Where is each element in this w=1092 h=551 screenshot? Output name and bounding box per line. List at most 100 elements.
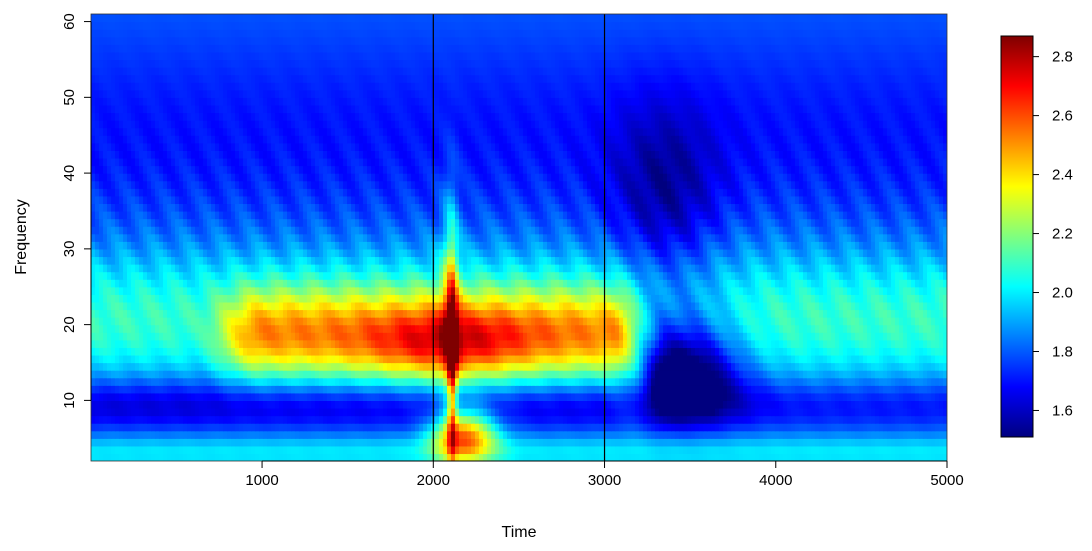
heatmap-cell <box>859 286 864 295</box>
heatmap-cell <box>251 423 256 432</box>
heatmap-cell <box>655 317 660 326</box>
heatmap-cell <box>943 339 947 348</box>
heatmap-cell <box>939 400 944 409</box>
heatmap-cell <box>111 445 116 455</box>
heatmap-cell <box>311 407 316 417</box>
heatmap-cell <box>587 377 592 386</box>
heatmap-cell <box>143 324 148 333</box>
heatmap-cell <box>247 423 252 432</box>
heatmap-cell <box>747 445 752 455</box>
heatmap-cell <box>827 438 832 447</box>
heatmap-cell <box>887 347 892 356</box>
heatmap-cell <box>675 339 680 348</box>
heatmap-cell <box>655 400 660 409</box>
heatmap-cell <box>571 370 576 379</box>
heatmap-cell <box>279 385 284 394</box>
heatmap-cell <box>427 385 432 394</box>
heatmap-cell <box>715 438 720 447</box>
heatmap-cell <box>559 430 564 439</box>
heatmap-cell <box>647 339 652 348</box>
heatmap-cell <box>715 339 720 348</box>
heatmap-cell <box>603 400 608 409</box>
heatmap-cell <box>487 445 492 455</box>
heatmap-cell <box>703 438 708 447</box>
heatmap-cell <box>535 377 540 386</box>
heatmap-cell <box>759 362 764 371</box>
heatmap-cell <box>823 430 828 439</box>
heatmap-cell <box>607 415 612 424</box>
heatmap-cell <box>739 294 744 303</box>
heatmap-cell <box>343 453 348 461</box>
heatmap-cell <box>299 324 304 333</box>
heatmap-cell <box>543 423 548 432</box>
heatmap-cell <box>427 392 432 401</box>
heatmap-cell <box>859 407 864 417</box>
heatmap-cell <box>619 445 624 455</box>
heatmap-cell <box>543 354 548 364</box>
heatmap-cell <box>591 377 596 386</box>
heatmap-cell <box>391 370 396 379</box>
heatmap-cell <box>719 430 724 439</box>
heatmap-cell <box>755 301 760 311</box>
heatmap-cell <box>935 392 940 401</box>
heatmap-cell <box>619 354 624 364</box>
heatmap-cell <box>807 354 812 364</box>
heatmap-cell <box>171 423 176 432</box>
heatmap-cell <box>867 354 872 364</box>
heatmap-cell <box>199 400 204 409</box>
heatmap-cell <box>591 317 596 326</box>
heatmap-cell <box>571 445 576 455</box>
heatmap-cell <box>339 445 344 455</box>
heatmap-cell <box>763 362 768 371</box>
heatmap-cell <box>555 332 560 341</box>
heatmap-cell <box>639 415 644 424</box>
heatmap-cell <box>387 400 392 409</box>
heatmap-cell <box>219 309 224 318</box>
heatmap-cell <box>271 453 276 461</box>
heatmap-cell <box>679 324 684 333</box>
heatmap-cell <box>339 423 344 432</box>
heatmap-cell <box>343 347 348 356</box>
heatmap-cell <box>395 347 400 356</box>
heatmap-cell <box>147 324 152 333</box>
heatmap-cell <box>187 339 192 348</box>
heatmap-cell <box>771 407 776 417</box>
heatmap-cell <box>715 423 720 432</box>
heatmap-cell <box>283 400 288 409</box>
heatmap-cell <box>91 377 96 386</box>
heatmap-cell <box>267 400 272 409</box>
heatmap-cell <box>735 347 740 356</box>
heatmap-cell <box>775 347 780 356</box>
heatmap-cell <box>151 324 156 333</box>
heatmap-cell <box>511 453 516 461</box>
heatmap-cell <box>511 385 516 394</box>
heatmap-cell <box>275 294 280 303</box>
heatmap-cell <box>935 362 940 371</box>
heatmap-cell <box>199 332 204 341</box>
heatmap-cell <box>563 377 568 386</box>
heatmap-cell <box>579 430 584 439</box>
heatmap-cell <box>207 301 212 311</box>
heatmap-cell <box>563 385 568 394</box>
heatmap-cell <box>339 339 344 348</box>
heatmap-cell <box>375 370 380 379</box>
heatmap-cell <box>179 309 184 318</box>
heatmap-cell <box>843 317 848 326</box>
heatmap-cell <box>731 430 736 439</box>
heatmap-cell <box>487 286 492 295</box>
heatmap-cell <box>899 407 904 417</box>
heatmap-cell <box>751 430 756 439</box>
heatmap-cell <box>163 423 168 432</box>
heatmap-cell <box>227 324 232 333</box>
heatmap-cell <box>755 294 760 303</box>
heatmap-cell <box>743 339 748 348</box>
heatmap-cell <box>251 301 256 311</box>
heatmap-cell <box>451 332 456 341</box>
heatmap-cell <box>135 309 140 318</box>
heatmap-cell <box>311 362 316 371</box>
heatmap-cell <box>659 430 664 439</box>
heatmap-cell <box>179 347 184 356</box>
heatmap-cell <box>483 309 488 318</box>
heatmap-cell <box>567 423 572 432</box>
heatmap-cell <box>639 332 644 341</box>
